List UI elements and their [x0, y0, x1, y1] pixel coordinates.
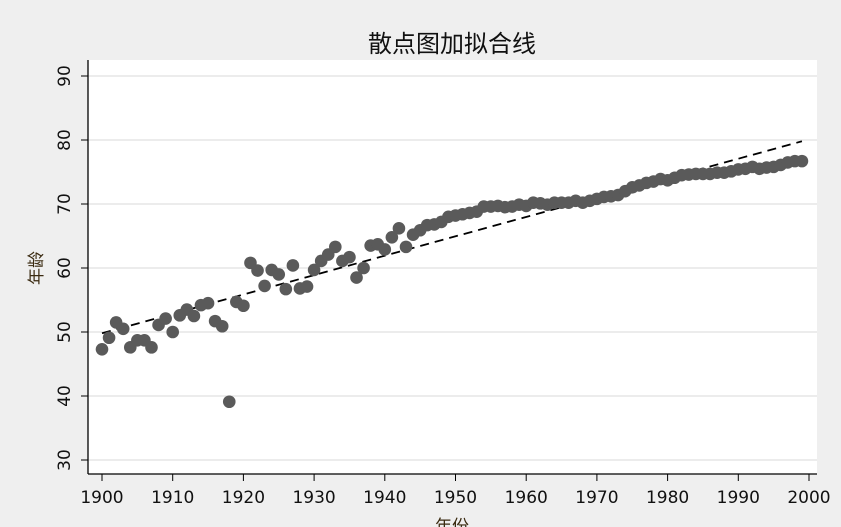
- points-group: [95, 154, 809, 409]
- y-tick-label: 30: [55, 449, 75, 471]
- data-point: [159, 312, 172, 325]
- plot-area: [88, 60, 817, 474]
- data-point: [222, 395, 236, 409]
- data-point: [343, 250, 356, 264]
- chart-title: 散点图加拟合线: [368, 30, 536, 58]
- x-tick-label: 1950: [434, 488, 477, 508]
- data-point: [300, 280, 314, 293]
- y-tick-label: 80: [55, 129, 75, 151]
- data-point: [385, 230, 399, 244]
- x-tick-label: 1990: [717, 488, 760, 508]
- x-axis-label: 年份: [435, 517, 469, 527]
- x-tick-label: 1920: [222, 488, 265, 508]
- data-point: [258, 279, 271, 293]
- data-point: [329, 240, 342, 254]
- data-point: [795, 154, 809, 168]
- y-tick-label: 90: [55, 65, 75, 87]
- data-point: [187, 309, 201, 323]
- data-point: [399, 240, 413, 254]
- data-point: [166, 325, 179, 339]
- data-point: [378, 243, 392, 256]
- gridlines: [88, 75, 817, 461]
- data-point: [279, 282, 293, 296]
- data-point: [237, 299, 250, 313]
- data-point: [272, 268, 286, 281]
- data-point: [350, 271, 363, 284]
- data-point: [357, 261, 370, 275]
- x-ticks: 1900 1910 1920 1930 1940 1950 1960 1970 1980 1990…: [80, 474, 831, 508]
- x-tick-label: 1930: [292, 488, 335, 508]
- data-point: [392, 222, 406, 235]
- x-tick-label: 1960: [505, 488, 548, 508]
- y-tick-label: 60: [55, 257, 75, 279]
- y-tick-label: 40: [55, 385, 75, 407]
- data-point: [201, 296, 215, 310]
- y-ticks: 30 40 50 60 70 80 90: [55, 65, 88, 471]
- x-tick-label: 1980: [646, 488, 689, 508]
- data-point: [251, 264, 264, 277]
- data-point: [307, 263, 321, 277]
- data-point: [116, 322, 130, 336]
- y-tick-label: 50: [55, 321, 75, 343]
- x-tick-label: 1900: [80, 488, 123, 508]
- data-point: [102, 331, 116, 345]
- x-tick-label: 1940: [363, 488, 406, 508]
- data-point: [145, 341, 158, 354]
- data-point: [215, 319, 229, 333]
- data-point: [286, 259, 300, 272]
- data-point: [95, 342, 109, 356]
- x-tick-label: 1910: [151, 488, 194, 508]
- x-tick-label: 2000: [787, 488, 830, 508]
- y-axis-label: 年龄: [27, 251, 47, 285]
- y-tick-label: 70: [55, 193, 75, 215]
- x-tick-label: 1970: [575, 488, 618, 508]
